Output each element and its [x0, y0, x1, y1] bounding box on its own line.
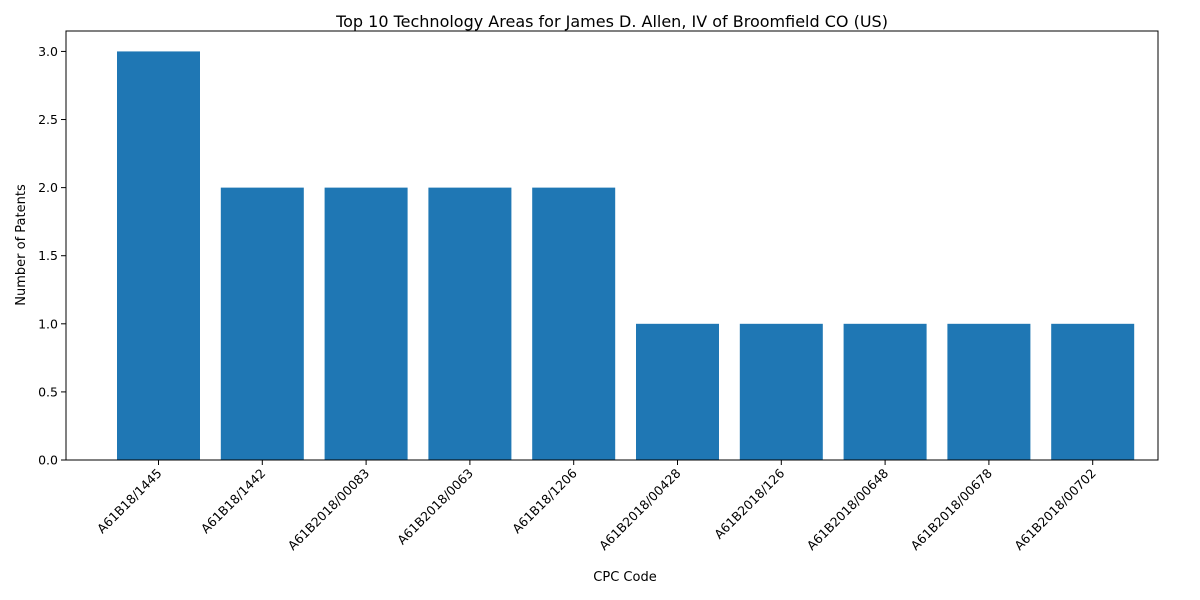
bar-9: [1051, 324, 1134, 460]
x-tick-label-8: A61B2018/00678: [907, 465, 995, 553]
y-tick-label-1: 0.5: [38, 384, 58, 399]
y-tick-label-5: 2.5: [38, 112, 58, 127]
y-axis: 0.0 0.5 1.0 1.5 2.0 2.5 3.0: [38, 44, 66, 468]
bar-7: [844, 324, 927, 460]
x-tick-label-7: A61B2018/00648: [804, 465, 892, 553]
y-tick-label-6: 3.0: [38, 44, 58, 59]
bar-6: [740, 324, 823, 460]
x-tick-label-0: A61B18/1445: [94, 466, 165, 537]
x-tick-label-4: A61B18/1206: [509, 465, 580, 536]
x-axis-label: CPC Code: [593, 570, 656, 585]
x-tick-label-9: A61B2018/00702: [1011, 466, 1099, 554]
y-axis-label: Number of Patents: [14, 184, 29, 306]
y-tick-label-2: 1.0: [38, 316, 58, 331]
bar-8: [947, 324, 1030, 460]
x-tick-label-1: A61B18/1442: [198, 466, 269, 537]
x-tick-label-6: A61B2018/126: [711, 465, 787, 541]
y-tick-label-4: 2.0: [38, 180, 58, 195]
bar-4: [532, 188, 615, 460]
chart-title: Top 10 Technology Areas for James D. All…: [335, 12, 888, 31]
x-tick-label-2: A61B2018/00083: [285, 466, 373, 554]
y-tick-label-3: 1.5: [38, 248, 58, 263]
x-axis: A61B18/1445 A61B18/1442A61B2018/00083 A61B…: [94, 460, 1099, 553]
x-tick-label-5: A61B2018/00428: [596, 465, 684, 553]
bars-group: [117, 51, 1134, 460]
bar-3: [428, 188, 511, 460]
bar-2: [325, 188, 408, 460]
bar-0: [117, 51, 200, 460]
bar-5: [636, 324, 719, 460]
bar-1: [221, 188, 304, 460]
x-tick-label-3: A61B2018/0063: [394, 466, 476, 548]
y-tick-label-0: 0.0: [38, 453, 58, 468]
